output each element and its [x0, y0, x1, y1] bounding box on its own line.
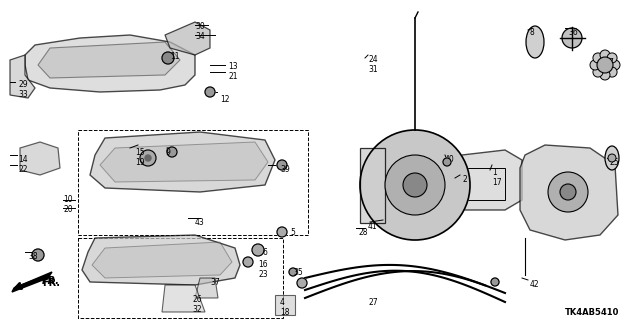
Polygon shape	[25, 35, 195, 92]
Circle shape	[548, 172, 588, 212]
Polygon shape	[92, 242, 232, 278]
Circle shape	[162, 52, 174, 64]
Text: 13: 13	[228, 62, 237, 71]
Circle shape	[252, 244, 264, 256]
Polygon shape	[165, 22, 210, 55]
Text: 19: 19	[135, 158, 145, 167]
Circle shape	[608, 154, 616, 162]
Text: 36: 36	[568, 28, 578, 37]
Circle shape	[610, 60, 620, 70]
Text: 4: 4	[280, 298, 285, 307]
Circle shape	[607, 53, 617, 63]
Circle shape	[562, 28, 582, 48]
Bar	[462, 168, 505, 200]
Circle shape	[600, 70, 610, 80]
Circle shape	[140, 150, 156, 166]
Circle shape	[597, 57, 613, 73]
Polygon shape	[195, 278, 218, 298]
Text: 20: 20	[63, 205, 72, 214]
Text: 18: 18	[280, 308, 289, 317]
Text: 22: 22	[18, 165, 28, 174]
Text: 23: 23	[258, 270, 268, 279]
Text: 35: 35	[293, 268, 303, 277]
Circle shape	[607, 67, 617, 77]
Polygon shape	[20, 142, 60, 175]
Text: 34: 34	[195, 32, 205, 41]
Text: 3: 3	[432, 188, 437, 197]
Text: 14: 14	[18, 155, 28, 164]
Bar	[360, 148, 385, 223]
Text: FR.: FR.	[42, 276, 60, 286]
Circle shape	[297, 278, 307, 288]
Text: 24: 24	[368, 55, 378, 64]
Circle shape	[145, 155, 151, 161]
Circle shape	[600, 50, 610, 60]
Circle shape	[593, 53, 603, 63]
Bar	[78, 130, 308, 235]
Polygon shape	[90, 132, 275, 192]
Polygon shape	[450, 150, 522, 210]
Ellipse shape	[526, 26, 544, 58]
Circle shape	[385, 155, 445, 215]
Ellipse shape	[605, 146, 619, 170]
Polygon shape	[12, 272, 52, 292]
Text: 29: 29	[18, 80, 28, 89]
Text: 32: 32	[192, 305, 202, 314]
Polygon shape	[10, 55, 35, 98]
Text: 28: 28	[358, 228, 367, 237]
Polygon shape	[82, 235, 240, 285]
Circle shape	[560, 184, 576, 200]
Text: 33: 33	[18, 90, 28, 99]
Text: 1: 1	[492, 168, 497, 177]
Bar	[78, 238, 283, 318]
Text: 43: 43	[195, 218, 205, 227]
Text: 39: 39	[280, 165, 290, 174]
Text: 42: 42	[530, 280, 540, 289]
Polygon shape	[275, 295, 295, 315]
Text: 16: 16	[258, 260, 268, 269]
Text: 37: 37	[210, 278, 220, 287]
Text: 27: 27	[368, 298, 378, 307]
Circle shape	[593, 67, 603, 77]
Text: FR.: FR.	[42, 278, 60, 288]
Text: 40: 40	[445, 155, 455, 164]
Text: 26: 26	[192, 295, 202, 304]
Text: 30: 30	[195, 22, 205, 31]
Text: 21: 21	[228, 72, 237, 81]
Text: 7: 7	[608, 58, 613, 67]
Text: 41: 41	[368, 222, 378, 231]
Text: 2: 2	[462, 175, 467, 184]
Text: 25: 25	[610, 158, 620, 167]
Text: TK4AB5410: TK4AB5410	[565, 308, 620, 317]
Text: 6: 6	[262, 248, 267, 257]
Polygon shape	[100, 142, 268, 182]
Circle shape	[277, 160, 287, 170]
Text: 8: 8	[530, 28, 535, 37]
Circle shape	[289, 268, 297, 276]
Polygon shape	[520, 145, 618, 240]
Text: 5: 5	[290, 228, 295, 237]
Text: 12: 12	[220, 95, 230, 104]
Circle shape	[167, 147, 177, 157]
Text: 31: 31	[368, 65, 378, 74]
Polygon shape	[38, 42, 180, 78]
Polygon shape	[162, 285, 205, 312]
Circle shape	[491, 278, 499, 286]
Circle shape	[360, 130, 470, 240]
Text: 15: 15	[135, 148, 145, 157]
Circle shape	[590, 60, 600, 70]
Text: 10: 10	[63, 195, 72, 204]
Circle shape	[205, 87, 215, 97]
Text: 9: 9	[165, 148, 170, 157]
Circle shape	[403, 173, 427, 197]
Circle shape	[443, 158, 451, 166]
Circle shape	[243, 257, 253, 267]
Text: 17: 17	[492, 178, 502, 187]
Text: 11: 11	[170, 52, 179, 61]
Circle shape	[277, 227, 287, 237]
Circle shape	[32, 249, 44, 261]
Text: 38: 38	[28, 252, 38, 261]
